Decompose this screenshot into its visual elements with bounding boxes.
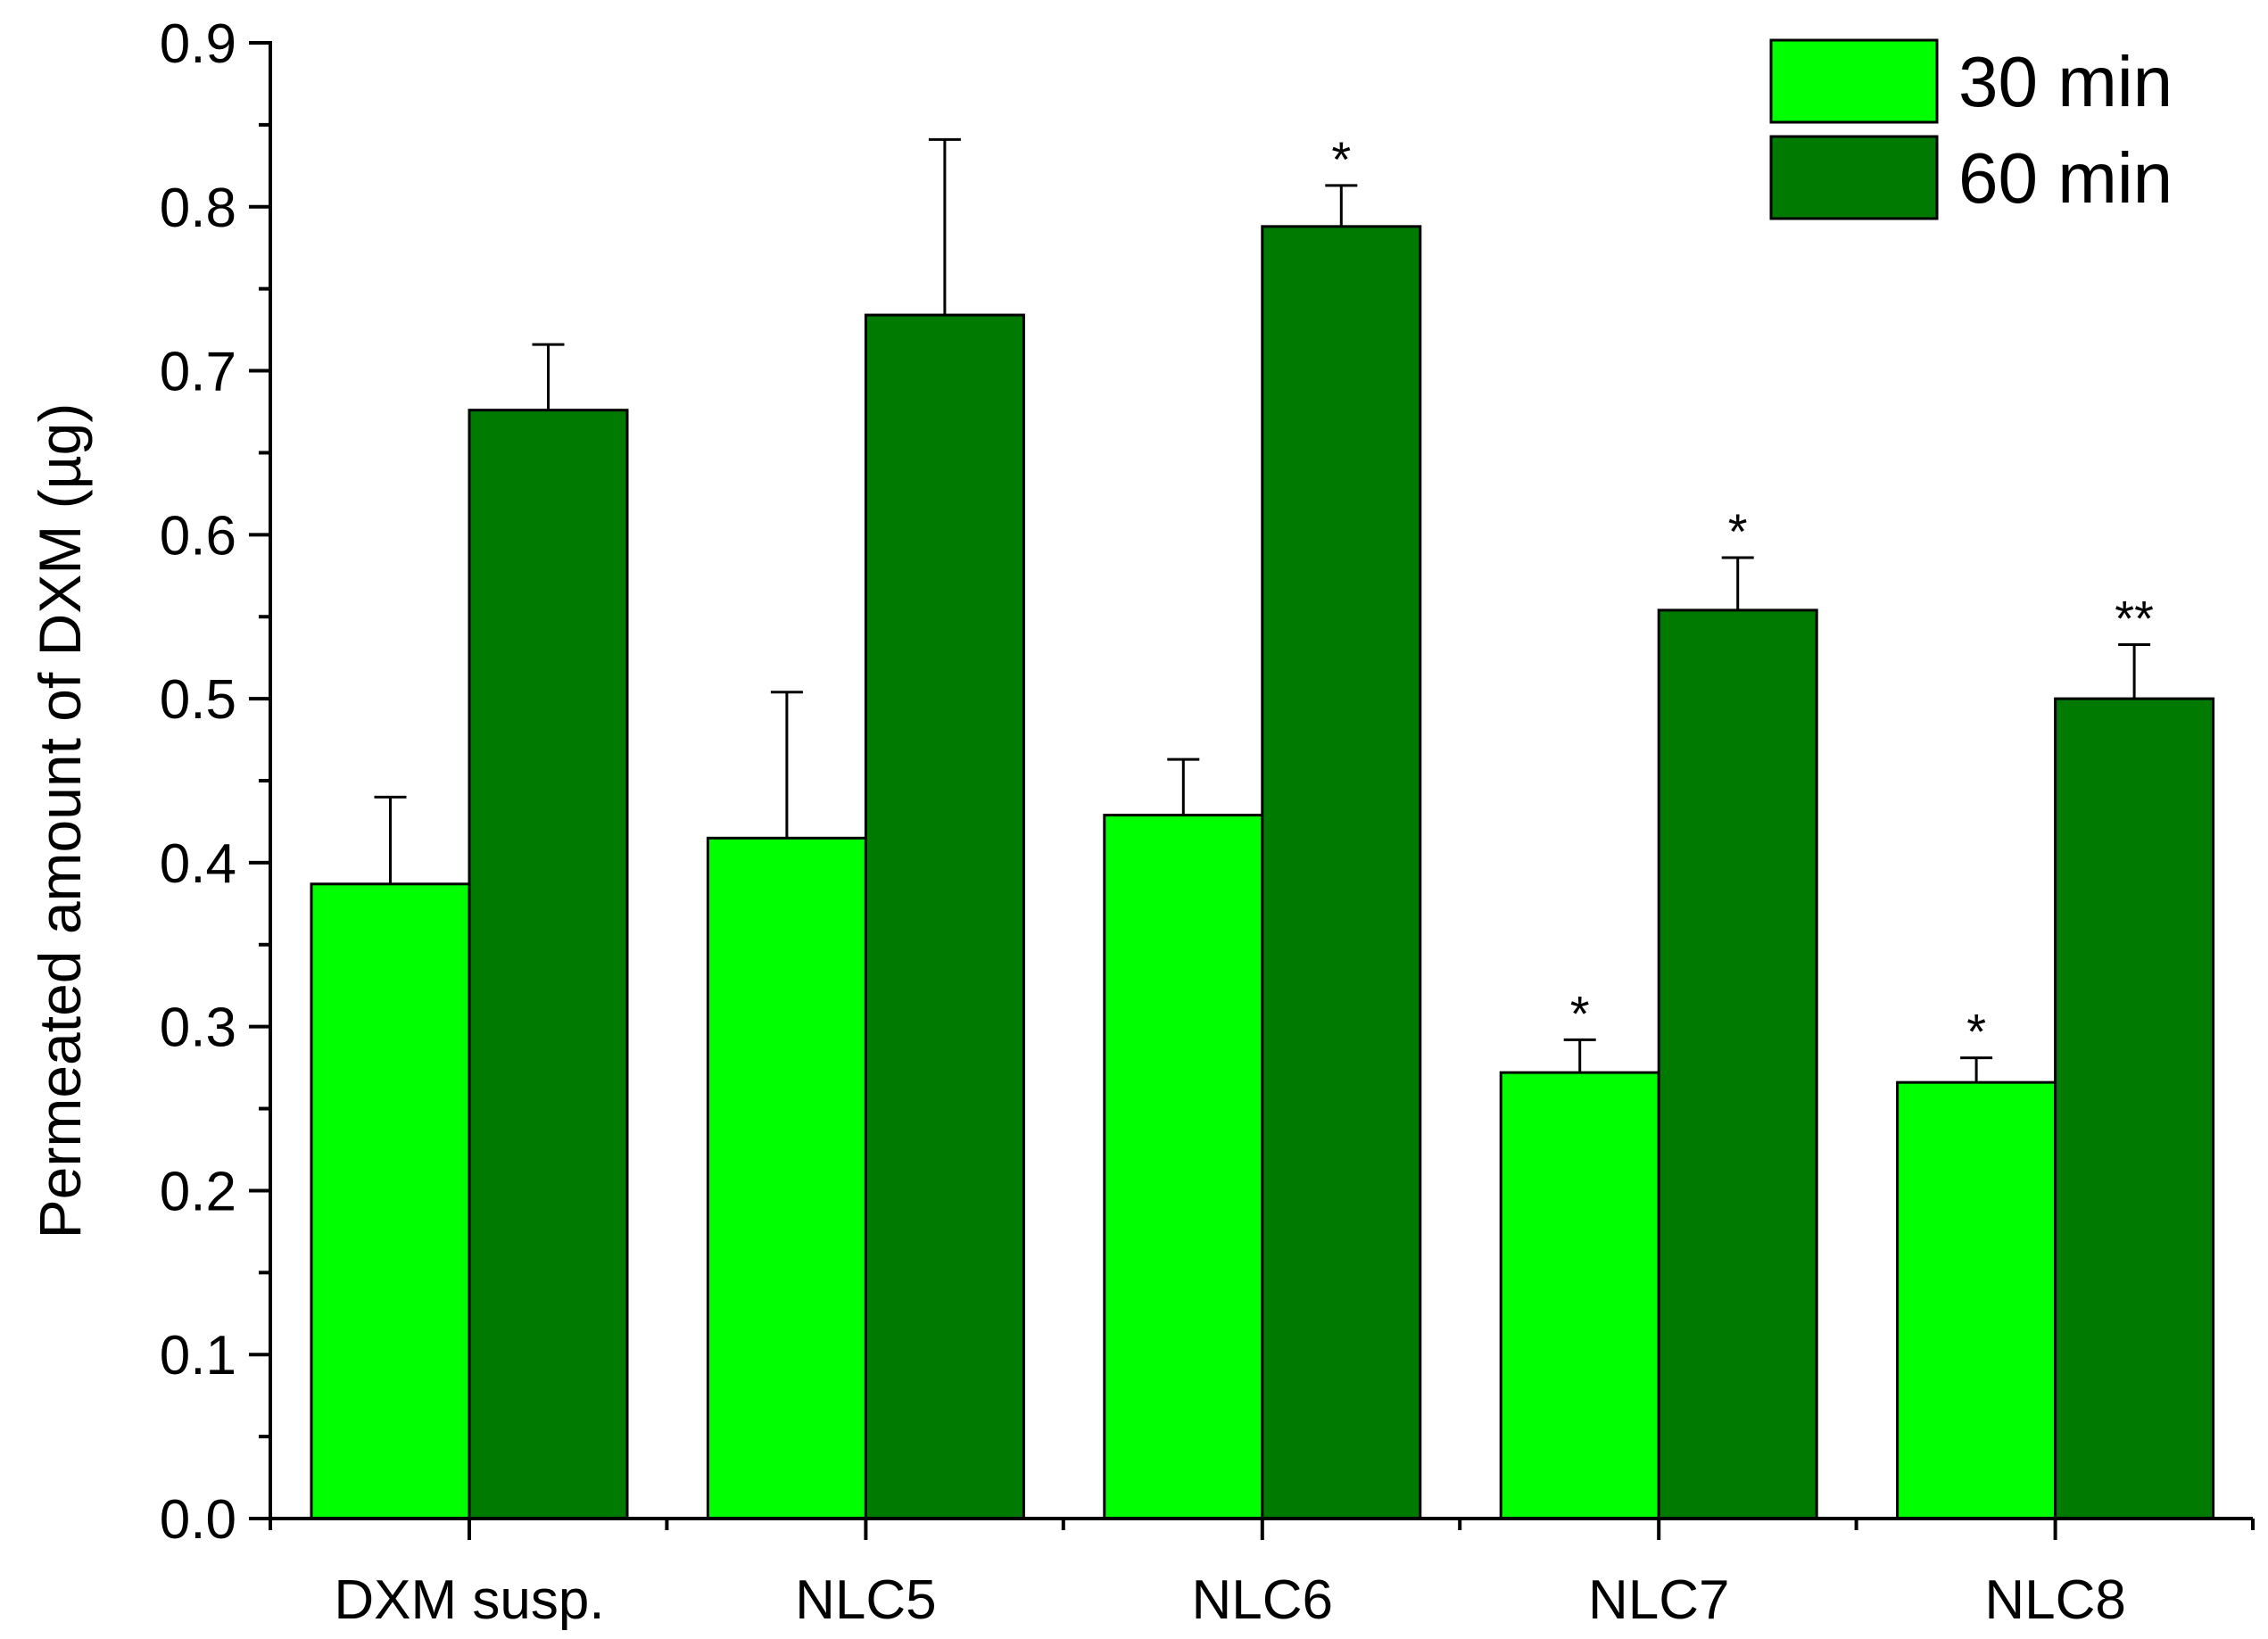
x-tick-label-0: DXM susp. bbox=[334, 1569, 604, 1631]
x-tick-label-4: NLC8 bbox=[1984, 1569, 2126, 1631]
bar-30-min-NLC5 bbox=[706, 836, 867, 1520]
y-axis-label: Permeated amount of DXM (µg) bbox=[27, 403, 93, 1239]
bar-60-min-NLC6 bbox=[1261, 225, 1422, 1520]
bar-30-min-DXM-susp bbox=[310, 882, 471, 1520]
y-tick-label-0.4: 0.4 bbox=[160, 833, 236, 895]
y-tick-label-0.5: 0.5 bbox=[160, 669, 236, 731]
significance-marker-30-min-3: * bbox=[1570, 985, 1590, 1041]
bar-60-min-NLC7 bbox=[1657, 608, 1818, 1520]
legend: 30 min 60 min bbox=[1769, 38, 2173, 220]
significance-marker-60-min-2: * bbox=[1331, 131, 1351, 187]
y-tick-label-0.0: 0.0 bbox=[160, 1489, 236, 1551]
x-tick-label-1: NLC5 bbox=[795, 1569, 937, 1631]
x-tick-label-3: NLC7 bbox=[1588, 1569, 1730, 1631]
significance-marker-60-min-3: * bbox=[1728, 503, 1748, 559]
x-tick-label-2: NLC6 bbox=[1192, 1569, 1334, 1631]
bar-60-min-DXM-susp bbox=[468, 409, 629, 1520]
legend-label-30-min: 30 min bbox=[1958, 42, 2173, 121]
legend-swatch-60-min bbox=[1769, 135, 1939, 220]
bar-30-min-NLC6 bbox=[1103, 814, 1264, 1520]
plot-area: * *****0.00.10.20.30.40.50.60.70.80.9DXM … bbox=[160, 13, 2255, 1631]
y-tick-label-0.3: 0.3 bbox=[160, 997, 236, 1059]
legend-swatch-30-min bbox=[1769, 38, 1939, 124]
bar-30-min-NLC8 bbox=[1896, 1080, 2057, 1520]
y-tick-label-0.9: 0.9 bbox=[160, 13, 236, 75]
significance-marker-30-min-4: * bbox=[1966, 1004, 1986, 1060]
y-tick-label-0.8: 0.8 bbox=[160, 178, 236, 239]
bar-60-min-NLC8 bbox=[2054, 697, 2215, 1520]
significance-marker-60-min-4: ** bbox=[2115, 590, 2154, 646]
bar-60-min-NLC5 bbox=[864, 313, 1025, 1520]
legend-label-60-min: 60 min bbox=[1958, 138, 2173, 218]
y-tick-label-0.2: 0.2 bbox=[160, 1161, 236, 1222]
y-tick-label-0.7: 0.7 bbox=[160, 342, 236, 403]
y-tick-label-0.6: 0.6 bbox=[160, 505, 236, 567]
y-tick-label-0.1: 0.1 bbox=[160, 1325, 236, 1387]
bar-30-min-NLC7 bbox=[1499, 1071, 1660, 1520]
